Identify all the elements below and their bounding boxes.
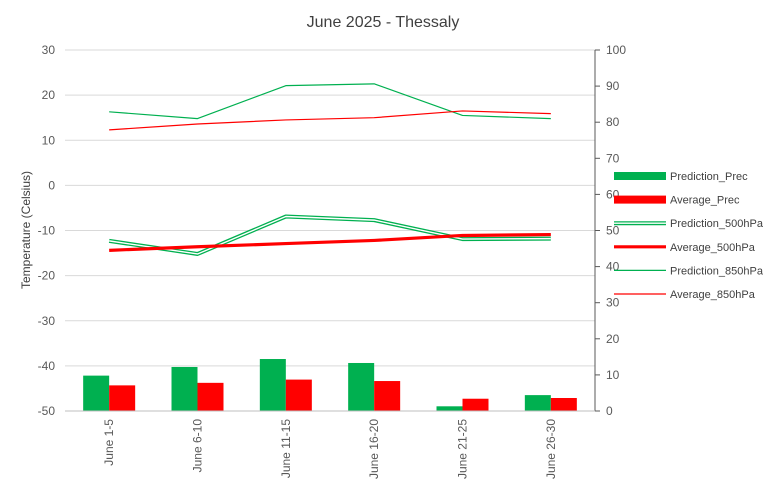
line-average-500hpa: [109, 232, 551, 252]
chart-title: June 2025 - Thessaly: [307, 14, 460, 31]
legend-average-prec-swatch: [614, 195, 666, 204]
x-axis-ticks: June 1-5 June 6-10 June 11-15 June 16-20 Jun…: [102, 419, 558, 479]
y-axis-title: Temperature (Celsius): [19, 171, 33, 289]
legend-prediction-500hpa-label: Prediction_500hPa: [670, 218, 764, 230]
legend-average-500hpa-label: Average_500hPa: [670, 242, 756, 254]
y-tick-label: -30: [38, 314, 56, 328]
legend-prediction-prec-label: Prediction_Prec: [670, 171, 748, 183]
legend-average-prec-label: Average_Prec: [670, 195, 740, 207]
bar-prediction-prec: [171, 366, 198, 411]
x-tick-label: June 21-25: [456, 419, 470, 479]
bar-average-prec: [197, 382, 224, 411]
x-tick-label: June 16-20: [367, 419, 381, 479]
y2-tick-label: 90: [606, 79, 620, 93]
y-axis-ticks: 30 20 10 0 -10 -20 -30 -40 -50: [38, 43, 56, 418]
x-tick-label: June 26-30: [544, 419, 558, 479]
y2-tick-label: 70: [606, 151, 620, 165]
y2-tick-label: 30: [606, 296, 620, 310]
bar-average-prec: [109, 385, 136, 411]
bar-prediction-prec: [259, 359, 286, 411]
y-tick-label: 0: [48, 178, 55, 192]
y-tick-label: -20: [38, 269, 56, 283]
y2-tick-label: 10: [606, 368, 620, 382]
bar-prediction-prec: [524, 395, 551, 411]
x-tick-label: June 11-15: [279, 419, 293, 478]
y-tick-label: -10: [38, 224, 56, 238]
line-prediction-500hpa-inner: [109, 215, 551, 255]
x-tick-label: June 6-10: [191, 419, 205, 473]
y2-tick-label: 100: [606, 43, 626, 57]
lines: [108, 83, 551, 256]
bar-average-prec: [374, 381, 401, 411]
y2-tick-label: 20: [606, 332, 620, 346]
y-tick-label: 30: [42, 43, 56, 57]
y2-tick-label: 50: [606, 224, 620, 238]
bar-prediction-prec: [436, 406, 463, 411]
x-tick-label: June 1-5: [102, 419, 116, 466]
legend: Prediction_Prec Average_Prec Prediction_50…: [614, 171, 764, 301]
line-prediction-850hpa: [109, 83, 551, 120]
y-tick-label: 20: [42, 88, 56, 102]
line-average-850hpa: [109, 110, 551, 131]
legend-prediction-prec-swatch: [614, 172, 666, 180]
legend-prediction-850hpa-label: Prediction_850hPa: [670, 265, 764, 277]
y2-tick-label: 0: [606, 404, 613, 418]
bar-prediction-prec: [83, 375, 110, 411]
y-tick-label: -50: [38, 404, 56, 418]
bar-average-prec: [462, 398, 489, 411]
y-tick-label: 10: [42, 133, 56, 147]
y-tick-label: -40: [38, 359, 56, 373]
legend-average-850hpa-label: Average_850hPa: [670, 289, 756, 301]
bar-average-prec: [550, 398, 577, 411]
y2-tick-label: 80: [606, 115, 620, 129]
bar-prediction-prec: [348, 362, 375, 411]
bars: [83, 359, 577, 411]
bar-average-prec: [285, 379, 312, 411]
y2-tick-label: 40: [606, 260, 620, 274]
